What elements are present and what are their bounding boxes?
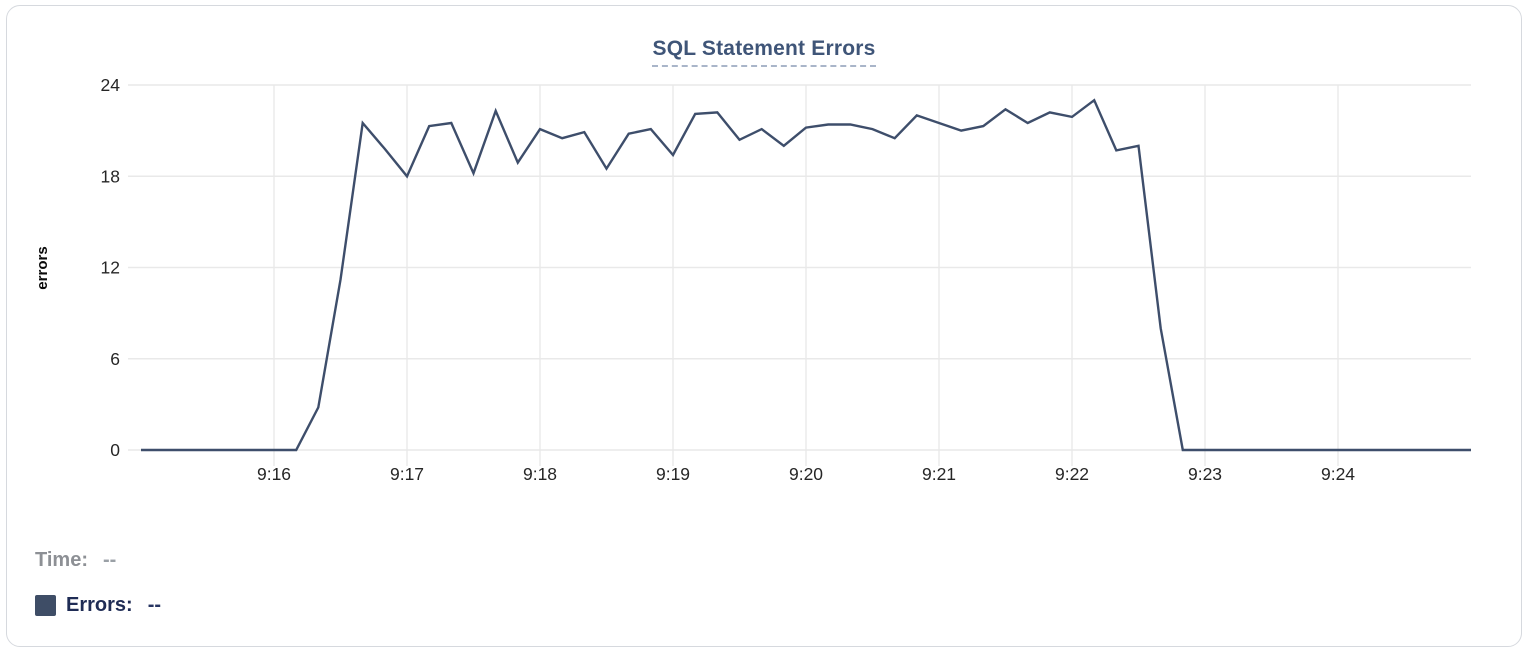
x-tick-label: 9:21 [922,464,956,484]
legend-time-value: -- [102,548,117,571]
x-tick-label: 9:18 [523,464,557,484]
y-tick-label: 6 [110,349,120,369]
x-tick-label: 9:24 [1321,464,1355,484]
sql-errors-line-chart: 0 6 12 18 24 9:16 9:17 9:18 9:19 9:20 9:21 9:22 9:23… [34,75,1471,484]
legend-row-time: Time: -- [35,547,161,573]
errors-series-swatch-icon [35,594,56,616]
legend-time-label: Time: [35,548,88,571]
x-tick-label: 9:20 [789,464,823,484]
x-tick-label: 9:22 [1055,464,1089,484]
x-tick-label: 9:19 [656,464,690,484]
y-tick-label: 24 [101,75,121,95]
y-axis-title: errors [34,246,51,289]
x-tick-label: 9:16 [257,464,291,484]
y-tick-label: 0 [110,440,120,460]
y-tick-label: 12 [101,258,120,278]
legend-errors-label: Errors: [66,593,133,616]
chart-card: SQL Statement Errors 0 6 12 18 24 9:16 9:17 9:1… [6,5,1522,647]
chart-header: SQL Statement Errors [7,37,1521,67]
chart-legend: Time: -- Errors: -- [35,547,161,637]
x-tick-label: 9:17 [390,464,424,484]
legend-errors-value: -- [147,593,162,616]
chart-title-link[interactable]: SQL Statement Errors [652,37,876,67]
legend-row-errors: Errors: -- [35,592,161,618]
x-tick-label: 9:23 [1188,464,1222,484]
y-tick-label: 18 [101,166,120,186]
errors-series-line [141,98,1471,452]
